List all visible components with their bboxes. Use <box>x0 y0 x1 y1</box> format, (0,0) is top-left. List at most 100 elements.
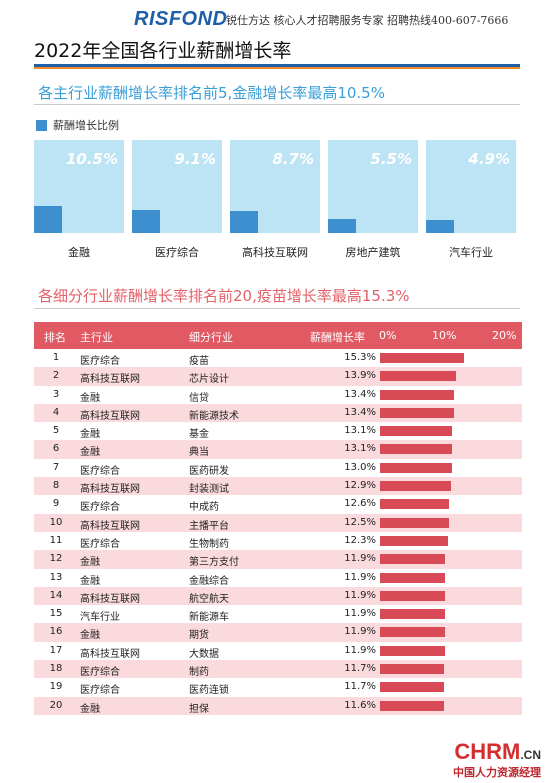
page-header: RISFOND 锐仕方达 核心人才招聘服务专家 招聘热线400-607-7666… <box>0 0 553 62</box>
table-row: 10 高科技互联网 主播平台 12.5% <box>34 513 522 532</box>
table-header: 排名 主行业 细分行业 薪酬增长率 0% 10% 20% <box>34 322 522 349</box>
table-row: 7 医疗综合 医药研发 13.0% <box>34 459 522 477</box>
chart-bar <box>328 218 356 233</box>
table-row: 6 金融 典当 13.1% <box>34 440 522 459</box>
bar-value-label: 4.9% <box>468 150 510 168</box>
chart-bar <box>34 205 62 233</box>
main-industry-cell: 金融 <box>80 630 100 642</box>
sub-industry-cell: 金融综合 <box>189 575 229 587</box>
chrm-subtitle: 中国人力资源经理 <box>453 766 541 779</box>
main-industry-cell: 医疗综合 <box>80 502 120 514</box>
rank-cell: 1 <box>52 352 60 363</box>
main-industry-cell: 金融 <box>80 392 100 404</box>
category-label: 房地产建筑 <box>345 246 401 259</box>
sub-industry-cell: 疫苗 <box>189 356 209 367</box>
sub-industry-cell: 新能源技术 <box>189 410 239 422</box>
header-main-industry: 主行业 <box>80 331 113 344</box>
rate-bar <box>380 389 454 400</box>
bar-value-label: 8.7% <box>272 150 314 168</box>
chart-panel: 4.9% <box>426 140 516 233</box>
ranking-table: 排名 主行业 细分行业 薪酬增长率 0% 10% 20% 1 医疗综合 疫苗 15.3… <box>34 322 522 715</box>
table-row: 20 金融 担保 11.6% <box>34 696 522 715</box>
table-row: 19 医疗综合 医药连锁 11.7% <box>34 678 522 696</box>
table-row: 3 金融 信贷 13.4% <box>34 386 522 404</box>
rank-cell: 3 <box>52 388 60 400</box>
sub-industry-cell: 基金 <box>189 429 209 441</box>
main-industry-cell: 医疗综合 <box>80 685 120 697</box>
rate-bar <box>380 462 452 473</box>
rate-bar <box>380 517 449 528</box>
chart-panel: 9.1% <box>132 140 222 233</box>
rate-cell: 15.3% <box>344 352 376 363</box>
chart-panel: 10.5% <box>34 140 124 233</box>
bar-value-label: 10.5% <box>65 150 118 168</box>
rate-cell: 11.9% <box>344 589 376 601</box>
sub-industry-cell: 典当 <box>189 447 209 459</box>
rate-bar <box>380 353 465 363</box>
rate-bar <box>380 700 444 711</box>
rate-bar <box>380 499 450 510</box>
sub-industry-cell: 大数据 <box>189 648 219 660</box>
rate-bar <box>380 444 453 455</box>
rank-cell: 17 <box>49 644 63 656</box>
rank-cell: 16 <box>49 626 63 638</box>
rate-cell: 13.1% <box>344 425 376 437</box>
header-rate: 薪酬增长率 <box>310 331 365 344</box>
main-industry-cell: 高科技互联网 <box>80 593 140 605</box>
sub-industry-cell: 信贷 <box>189 392 209 404</box>
table-row: 16 金融 期货 11.9% <box>34 623 522 642</box>
table-row: 18 医疗综合 制药 11.7% <box>34 660 522 679</box>
rank-cell: 14 <box>49 589 63 601</box>
category-label: 医疗综合 <box>155 246 199 259</box>
header-rank: 排名 <box>44 331 66 344</box>
category-label: 汽车行业 <box>449 246 493 259</box>
rate-cell: 13.4% <box>344 388 376 400</box>
sub-industry-cell: 医药连锁 <box>189 685 229 697</box>
rank-cell: 8 <box>52 480 60 492</box>
main-industry-cell: 医疗综合 <box>80 356 120 367</box>
rate-cell: 13.0% <box>344 461 376 473</box>
sub-industry-cell: 医药研发 <box>189 465 229 477</box>
rate-bar <box>380 590 446 601</box>
axis-tick-20: 20% <box>492 329 517 342</box>
table-row: 2 高科技互联网 芯片设计 13.9% <box>34 367 522 386</box>
main-industry-cell: 金融 <box>80 447 100 459</box>
sub-industry-cell: 封装测试 <box>189 484 229 496</box>
sub-industry-cell: 第三方支付 <box>189 557 239 569</box>
legend-swatch <box>36 119 47 131</box>
rate-cell: 12.9% <box>344 480 376 492</box>
legend-label: 薪酬增长比例 <box>53 119 119 132</box>
rate-cell: 11.9% <box>344 608 376 620</box>
rate-bar <box>380 554 446 565</box>
chart-legend: 薪酬增长比例 <box>36 117 119 133</box>
chart-bar <box>426 220 454 233</box>
main-industry-cell: 金融 <box>80 557 100 569</box>
rate-bar <box>380 426 453 437</box>
table-row: 11 医疗综合 生物制药 12.3% <box>34 532 522 550</box>
header-sub-industry: 细分行业 <box>189 331 233 344</box>
table-row: 12 金融 第三方支付 11.9% <box>34 550 522 569</box>
rate-cell: 13.1% <box>344 443 376 455</box>
rate-bar <box>380 572 446 583</box>
rate-bar <box>380 407 454 418</box>
chrm-logo: CHRM.CN <box>454 739 541 765</box>
rank-cell: 2 <box>52 370 60 382</box>
table-row: 17 高科技互联网 大数据 11.9% <box>34 642 522 660</box>
main-industry-cell: 金融 <box>80 703 100 715</box>
table-row: 14 高科技互联网 航空航天 11.9% <box>34 586 522 606</box>
bar-value-label: 5.5% <box>370 150 412 168</box>
main-industry-cell: 金融 <box>80 575 100 587</box>
rank-cell: 7 <box>52 461 60 473</box>
rank-cell: 9 <box>52 498 60 510</box>
main-industry-cell: 高科技互联网 <box>80 374 140 386</box>
rank-cell: 10 <box>49 516 63 528</box>
chart-bar <box>132 209 160 233</box>
main-industry-cell: 医疗综合 <box>80 667 120 679</box>
section2-rule <box>34 308 520 309</box>
rate-bar <box>380 371 457 382</box>
title-rule-blue <box>34 64 520 67</box>
rank-cell: 18 <box>49 663 63 675</box>
risfond-logo: RISFOND <box>134 8 228 30</box>
rate-cell: 13.4% <box>344 406 376 418</box>
chrm-domain: .CN <box>520 748 541 762</box>
